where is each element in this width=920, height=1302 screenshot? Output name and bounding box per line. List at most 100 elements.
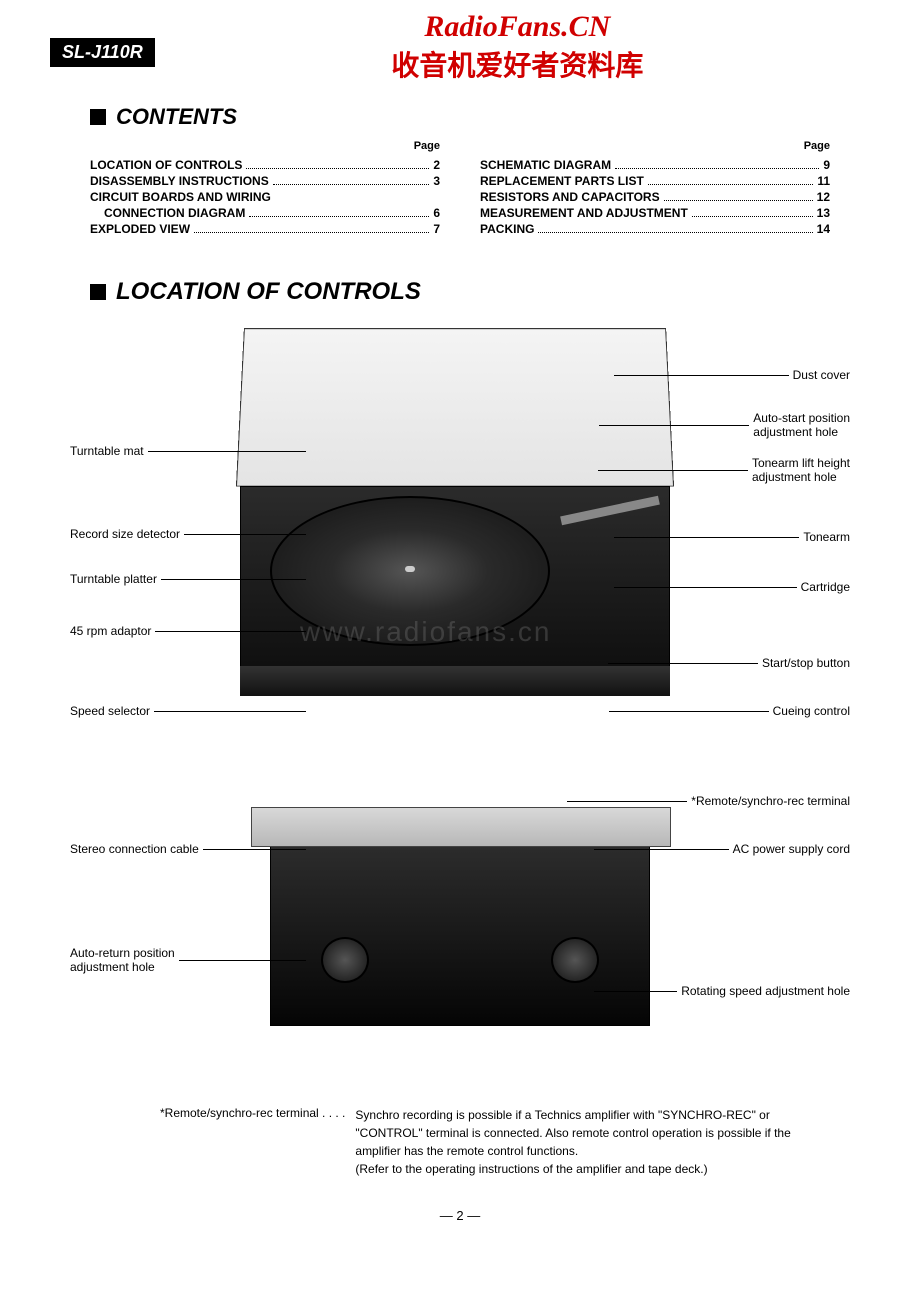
- toc-title: CONNECTION DIAGRAM: [104, 206, 245, 220]
- callout-label: *Remote/synchro-rec terminal: [691, 794, 850, 808]
- callout-label: AC power supply cord: [733, 842, 850, 856]
- callout-label: Cartridge: [801, 580, 850, 594]
- callout: Speed selector: [70, 704, 310, 718]
- toc-dots: [249, 206, 429, 217]
- page-number: — 2 —: [40, 1208, 880, 1223]
- callout: Turntable platter: [70, 572, 310, 586]
- callout: Tonearm lift heightadjustment hole: [610, 456, 850, 485]
- page-label-right: Page: [480, 140, 830, 152]
- toc-row: REPLACEMENT PARTS LIST11: [480, 174, 830, 188]
- callout: Auto-start positionadjustment hole: [610, 411, 850, 440]
- callout: Stereo connection cable: [70, 842, 310, 856]
- callout: Auto-return positionadjustment hole: [70, 946, 310, 975]
- toc-dots: [194, 222, 429, 233]
- footnote-term: *Remote/synchro-rec terminal . . . .: [160, 1106, 345, 1178]
- toc-title: EXPLODED VIEW: [90, 222, 190, 236]
- toc-title: PACKING: [480, 222, 534, 236]
- toc-row: DISASSEMBLY INSTRUCTIONS 3: [90, 174, 440, 188]
- toc-row: CONNECTION DIAGRAM 6: [90, 206, 440, 220]
- leader-line: [155, 631, 306, 632]
- toc-row: PACKING 14: [480, 222, 830, 236]
- toc-col-right: Page SCHEMATIC DIAGRAM 9 REPLACEMENT PARTS…: [480, 140, 830, 238]
- callout-label: Start/stop button: [762, 656, 850, 670]
- leader-line: [148, 451, 306, 452]
- callout: Rotating speed adjustment hole: [590, 984, 850, 998]
- toc-dots: [538, 222, 812, 233]
- leader-line: [161, 579, 306, 580]
- toc-dots: [692, 206, 813, 217]
- callout-label: Dust cover: [793, 368, 850, 382]
- header-row: SL-J110R RadioFans.CN 收音机爱好者资料库: [40, 10, 880, 84]
- control-panel-shape: [240, 666, 670, 696]
- toc-title: SCHEMATIC DIAGRAM: [480, 158, 611, 172]
- toc-dots: [615, 158, 819, 169]
- leader-line: [154, 711, 306, 712]
- toc-page: 14: [817, 222, 830, 236]
- footnote-body-1: Synchro recording is possible if a Techn…: [355, 1106, 810, 1160]
- leader-line: [594, 849, 729, 850]
- watermark-cn: 收音机爱好者资料库: [155, 44, 880, 84]
- page-label-left: Page: [90, 140, 440, 152]
- callout: Turntable mat: [70, 444, 310, 458]
- leader-line: [567, 801, 687, 802]
- leader-line: [184, 534, 306, 535]
- dust-cover-shape: [236, 328, 674, 486]
- bottom-top-edge: [251, 807, 671, 847]
- toc-title: CIRCUIT BOARDS AND WIRING: [90, 190, 271, 204]
- callout-label: Record size detector: [70, 527, 180, 541]
- leader-line: [614, 537, 799, 538]
- toc-page: 12: [817, 190, 830, 204]
- callout: Cartridge: [610, 580, 850, 594]
- callout-label: Stereo connection cable: [70, 842, 199, 856]
- toc-title: DISASSEMBLY INSTRUCTIONS: [90, 174, 269, 188]
- location-heading-text: LOCATION OF CONTROLS: [116, 278, 421, 306]
- device-top-view: [240, 326, 670, 726]
- toc-row: SCHEMATIC DIAGRAM 9: [480, 158, 830, 172]
- callout-label: Tonearm: [803, 530, 850, 544]
- footnote-body-2: (Refer to the operating instructions of …: [355, 1160, 810, 1178]
- leader-line: [598, 470, 748, 471]
- toc-row: CIRCUIT BOARDS AND WIRING: [90, 190, 440, 204]
- toc-col-left: Page LOCATION OF CONTROLS 2 DISASSEMBLY IN…: [90, 140, 440, 238]
- toc-dots: [648, 174, 814, 185]
- toc-page: 7: [433, 222, 440, 236]
- spindle-shape: [405, 566, 415, 572]
- toc-title: RESISTORS AND CAPACITORS: [480, 190, 660, 204]
- location-heading: LOCATION OF CONTROLS: [90, 278, 880, 306]
- toc-page: 9: [823, 158, 830, 172]
- toc-title: LOCATION OF CONTROLS: [90, 158, 242, 172]
- callout: *Remote/synchro-rec terminal: [590, 794, 850, 808]
- callout: Record size detector: [70, 527, 310, 541]
- footnote-body: Synchro recording is possible if a Techn…: [355, 1106, 810, 1178]
- leader-line: [614, 587, 797, 588]
- callout-label: Turntable platter: [70, 572, 157, 586]
- diagram-area: www.radiofans.cn Turntable matRecord siz…: [70, 326, 850, 1086]
- callout-label: Speed selector: [70, 704, 150, 718]
- toc-title: MEASUREMENT AND ADJUSTMENT: [480, 206, 688, 220]
- toc-page: 2: [433, 158, 440, 172]
- contents-heading-text: CONTENTS: [116, 104, 237, 130]
- callout-label: Auto-return positionadjustment hole: [70, 946, 175, 975]
- contents-heading: CONTENTS: [90, 104, 880, 130]
- toc-page: 3: [433, 174, 440, 188]
- callout: Dust cover: [610, 368, 850, 382]
- callout-label: Turntable mat: [70, 444, 144, 458]
- toc-row: LOCATION OF CONTROLS 2: [90, 158, 440, 172]
- toc-dots: [664, 190, 813, 201]
- callout-label: Auto-start positionadjustment hole: [753, 411, 850, 440]
- foot-cap-right: [551, 937, 599, 983]
- toc-row: EXPLODED VIEW 7: [90, 222, 440, 236]
- watermark-en: RadioFans.CN: [155, 10, 880, 44]
- toc-title: REPLACEMENT PARTS LIST: [480, 174, 644, 188]
- footnote: *Remote/synchro-rec terminal . . . . Syn…: [160, 1106, 810, 1178]
- foot-cap-left: [321, 937, 369, 983]
- leader-line: [608, 663, 758, 664]
- callout-label: 45 rpm adaptor: [70, 624, 151, 638]
- leader-line: [609, 711, 769, 712]
- leader-line: [614, 375, 789, 376]
- toc-dots: [273, 174, 430, 185]
- callout-label: Cueing control: [773, 704, 850, 718]
- toc-page: 6: [433, 206, 440, 220]
- toc-page: 13: [817, 206, 830, 220]
- callout: AC power supply cord: [590, 842, 850, 856]
